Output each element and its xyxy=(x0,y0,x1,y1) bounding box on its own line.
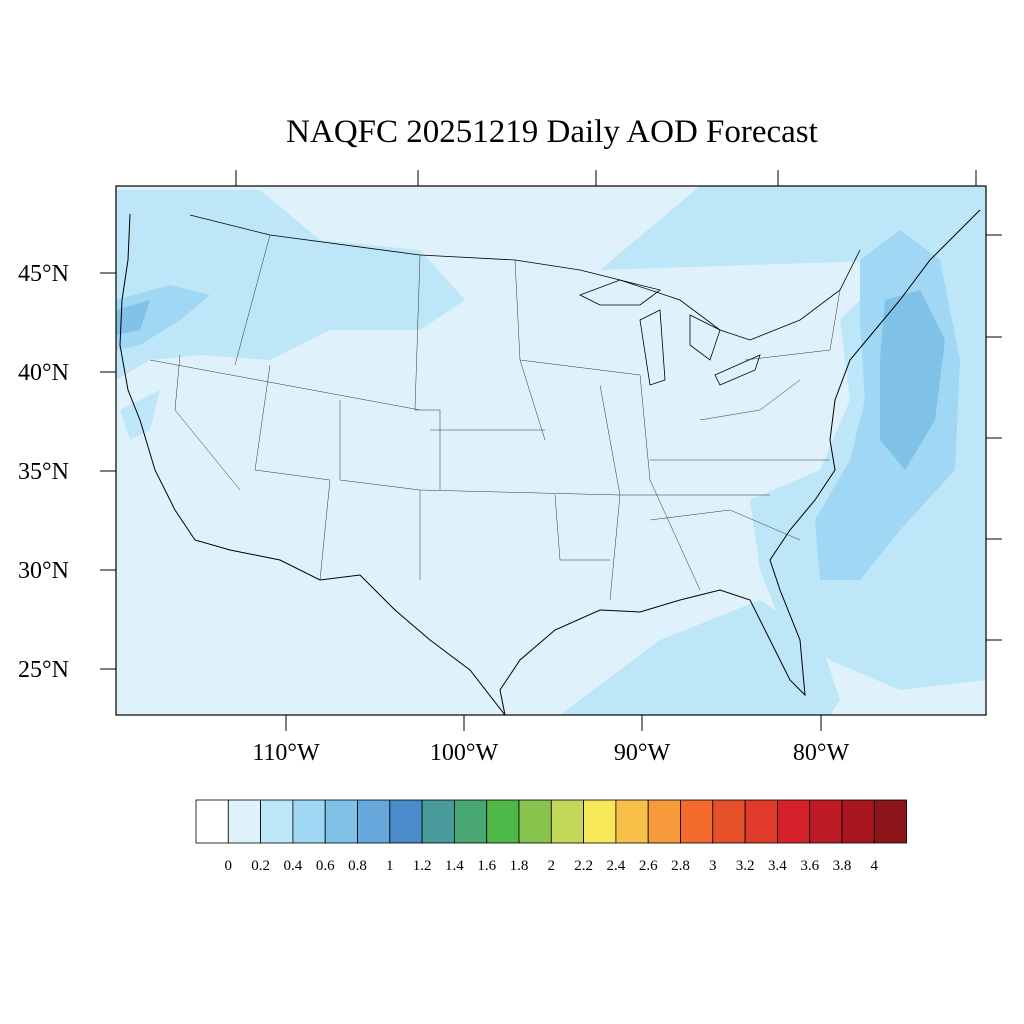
aod-region-northwest xyxy=(116,190,465,380)
colorbar-label: 0.2 xyxy=(251,858,270,874)
colorbar-label: 0.8 xyxy=(348,858,367,874)
colorbar-swatch xyxy=(518,799,552,844)
aod-region-oregon-medium xyxy=(116,285,210,350)
colorbar-swatch xyxy=(809,799,843,844)
colorbar-swatch xyxy=(421,799,455,844)
colorbar-swatch xyxy=(647,799,681,844)
lat-label-30: 30°N xyxy=(18,558,69,584)
colorbar-label: 1.8 xyxy=(510,858,529,874)
left-ticks xyxy=(100,272,116,670)
lat-label-45: 45°N xyxy=(18,261,69,287)
colorbar-swatch xyxy=(841,799,875,844)
colorbar-swatch xyxy=(357,799,391,844)
colorbar-swatch xyxy=(777,799,811,844)
state-borders xyxy=(149,234,841,601)
colorbar-label: 4 xyxy=(871,858,879,874)
colorbar-swatch xyxy=(486,799,520,844)
colorbar-label: 3.4 xyxy=(768,858,787,874)
colorbar-label: 2.6 xyxy=(639,858,658,874)
colorbar-label: 0 xyxy=(225,858,233,874)
right-ticks xyxy=(986,234,1002,641)
colorbar: 0 0.2 0.4 0.6 0.8 1 1.2 1.4 1.6 1.8 2 2.2 2.4 2.6 2.8 3… xyxy=(195,799,907,874)
colorbar-label: 3.6 xyxy=(800,858,819,874)
colorbar-swatch xyxy=(744,799,778,844)
colorbar-label: 1 xyxy=(386,858,394,874)
northern-border xyxy=(189,214,861,341)
colorbar-label: 3.8 xyxy=(833,858,852,874)
colorbar-label: 3 xyxy=(709,858,717,874)
lon-label-100: 100°W xyxy=(430,740,499,766)
colorbar-label: 2.4 xyxy=(607,858,626,874)
lat-label-25: 25°N xyxy=(18,657,69,683)
colorbar-swatch xyxy=(550,799,584,844)
aod-region-east-coast-high xyxy=(880,290,945,470)
bottom-ticks xyxy=(285,715,822,731)
colorbar-swatch xyxy=(195,799,229,844)
lon-label-90: 90°W xyxy=(614,740,671,766)
colorbar-swatch xyxy=(873,799,907,844)
colorbar-swatch xyxy=(227,799,262,844)
aod-field xyxy=(116,186,986,715)
aod-region-oregon-high xyxy=(116,300,150,335)
lake-huron xyxy=(689,314,721,361)
map-title: NAQFC 20251219 Daily AOD Forecast xyxy=(286,114,818,150)
map-frame xyxy=(115,185,987,716)
lon-label-110: 110°W xyxy=(252,740,320,766)
aod-region-california xyxy=(120,390,160,440)
colorbar-label: 0.4 xyxy=(284,858,303,874)
east-coast-border xyxy=(499,209,981,715)
lon-label-80: 80°W xyxy=(793,740,850,766)
colorbar-label: 0.6 xyxy=(316,858,335,874)
colorbar-label: 2.8 xyxy=(671,858,690,874)
colorbar-label: 1.2 xyxy=(413,858,432,874)
colorbar-swatch xyxy=(712,799,746,844)
colorbar-label: 3.2 xyxy=(736,858,755,874)
top-ticks xyxy=(235,170,977,186)
colorbar-swatch xyxy=(453,799,488,844)
colorbar-label: 2.2 xyxy=(574,858,593,874)
lake-michigan xyxy=(639,309,666,386)
colorbar-label: 1.4 xyxy=(445,858,464,874)
colorbar-label: 1.6 xyxy=(477,858,496,874)
colorbar-swatch xyxy=(292,799,326,844)
colorbar-swatch xyxy=(260,799,294,844)
west-coast-border xyxy=(119,213,506,715)
colorbar-label: 2 xyxy=(548,858,556,874)
lake-erie xyxy=(714,354,761,386)
colorbar-swatch xyxy=(583,799,617,844)
colorbar-swatch xyxy=(680,799,714,844)
colorbar-swatch xyxy=(615,799,649,844)
lat-label-40: 40°N xyxy=(18,360,69,386)
lat-label-35: 35°N xyxy=(18,459,69,485)
colorbar-swatch xyxy=(324,799,358,844)
aod-region-gulf xyxy=(560,600,840,715)
colorbar-swatch xyxy=(389,799,423,844)
lake-superior xyxy=(579,279,661,306)
